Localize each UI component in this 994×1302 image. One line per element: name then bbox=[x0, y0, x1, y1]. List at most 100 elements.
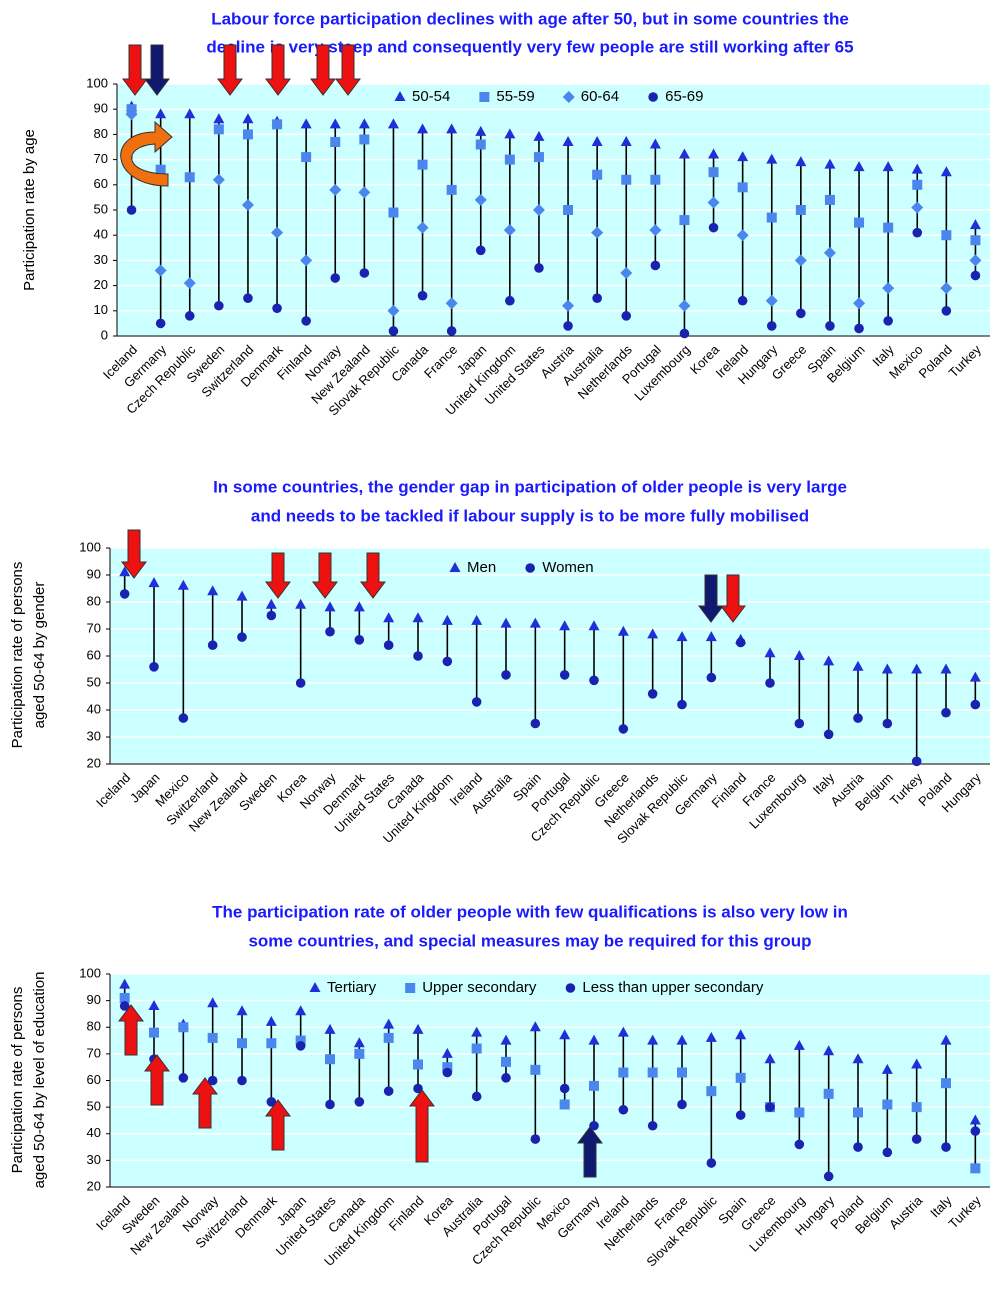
marker-circle bbox=[618, 1104, 629, 1115]
arrow bbox=[360, 552, 386, 599]
y-tick-label: 70 bbox=[94, 151, 108, 166]
marker-circle bbox=[883, 316, 893, 326]
marker-circle bbox=[565, 983, 576, 993]
marker-square bbox=[359, 134, 370, 145]
marker-square bbox=[618, 1067, 629, 1078]
marker-circle bbox=[765, 1102, 775, 1112]
marker-triangle bbox=[383, 1018, 395, 1029]
marker-triangle bbox=[412, 612, 424, 623]
marker-triangle bbox=[213, 113, 225, 124]
marker-triangle bbox=[588, 1034, 600, 1045]
marker-diamond bbox=[649, 224, 662, 237]
marker-square bbox=[592, 169, 603, 180]
marker-circle bbox=[214, 300, 224, 311]
marker-triangle bbox=[882, 161, 894, 172]
marker-square bbox=[184, 172, 195, 183]
marker-triangle bbox=[353, 1037, 365, 1048]
marker-circle bbox=[501, 670, 511, 680]
marker-circle bbox=[911, 1134, 922, 1144]
marker-circle bbox=[563, 321, 573, 331]
marker-diamond bbox=[241, 198, 254, 211]
marker-square bbox=[354, 1048, 365, 1059]
marker-triangle bbox=[500, 617, 512, 628]
marker-triangle bbox=[475, 125, 487, 136]
y-tick-label: 40 bbox=[87, 701, 101, 716]
marker-diamond bbox=[591, 226, 604, 239]
marker-square bbox=[501, 1056, 511, 1067]
marker-circle bbox=[325, 626, 335, 637]
marker-square bbox=[882, 1099, 893, 1110]
marker-circle bbox=[178, 1073, 189, 1083]
marker-triangle bbox=[207, 997, 219, 1008]
marker-diamond bbox=[329, 183, 342, 196]
marker-circle bbox=[650, 260, 661, 271]
marker-circle bbox=[505, 295, 515, 306]
marker-triangle bbox=[504, 128, 516, 139]
y-tick-label: 50 bbox=[94, 201, 108, 216]
marker-circle bbox=[677, 699, 687, 710]
marker-square bbox=[589, 1080, 599, 1091]
y-axis-title: Participation rate by age bbox=[21, 129, 38, 291]
y-tick-label: 80 bbox=[87, 1019, 101, 1034]
marker-circle bbox=[471, 697, 482, 707]
marker-circle bbox=[735, 637, 746, 648]
marker-triangle bbox=[795, 156, 807, 167]
marker-diamond bbox=[940, 282, 953, 295]
marker-circle bbox=[446, 326, 457, 336]
marker-triangle bbox=[353, 601, 365, 612]
arrow bbox=[698, 574, 724, 623]
marker-circle bbox=[417, 290, 428, 301]
arrow bbox=[118, 1004, 144, 1056]
marker-triangle bbox=[852, 1053, 864, 1064]
marker-circle bbox=[272, 303, 282, 314]
chart-title: Labour force participation declines with… bbox=[211, 9, 849, 28]
marker-circle bbox=[184, 311, 195, 321]
marker-triangle bbox=[793, 1039, 805, 1050]
legend-label: 55-59 bbox=[496, 88, 534, 105]
y-tick-label: 40 bbox=[94, 227, 108, 242]
marker-circle bbox=[882, 1147, 893, 1158]
marker-square bbox=[446, 184, 457, 195]
arrow bbox=[409, 1089, 435, 1163]
marker-diamond bbox=[154, 264, 167, 277]
arrow bbox=[144, 1054, 170, 1106]
marker-triangle bbox=[764, 1053, 776, 1064]
marker-diamond bbox=[532, 204, 545, 216]
marker-square bbox=[207, 1032, 218, 1043]
marker-diamond bbox=[300, 254, 313, 267]
marker-triangle bbox=[387, 118, 399, 129]
marker-triangle bbox=[295, 1005, 307, 1016]
marker-circle bbox=[706, 1158, 717, 1168]
marker-triangle bbox=[735, 1029, 747, 1040]
marker-triangle bbox=[242, 113, 254, 124]
marker-square bbox=[479, 92, 490, 102]
marker-triangle bbox=[708, 148, 720, 159]
legend-label: Less than upper secondary bbox=[582, 979, 763, 996]
arrow bbox=[122, 44, 148, 96]
marker-triangle bbox=[793, 650, 805, 660]
legend-label: Men bbox=[467, 559, 496, 576]
marker-triangle bbox=[881, 1063, 893, 1074]
marker-diamond bbox=[416, 221, 429, 234]
marker-square bbox=[178, 1022, 189, 1033]
marker-circle bbox=[825, 321, 835, 331]
marker-triangle bbox=[265, 1015, 277, 1026]
marker-triangle bbox=[119, 566, 131, 577]
marker-square bbox=[383, 1032, 394, 1043]
x-tick-label: France bbox=[421, 342, 460, 381]
y-tick-label: 50 bbox=[87, 674, 101, 689]
y-tick-label: 60 bbox=[87, 1072, 101, 1087]
marker-circle bbox=[911, 756, 922, 767]
marker-square bbox=[853, 1107, 863, 1118]
y-tick-label: 30 bbox=[87, 1152, 101, 1167]
marker-triangle bbox=[529, 1021, 541, 1032]
y-tick-label: 60 bbox=[87, 647, 101, 662]
arrow bbox=[192, 1077, 218, 1129]
y-tick-label: 10 bbox=[94, 302, 108, 317]
y-tick-label: 90 bbox=[87, 992, 101, 1007]
marker-square bbox=[911, 1102, 922, 1113]
marker-diamond bbox=[474, 193, 487, 206]
marker-circle bbox=[266, 1097, 277, 1107]
marker-circle bbox=[119, 589, 130, 599]
